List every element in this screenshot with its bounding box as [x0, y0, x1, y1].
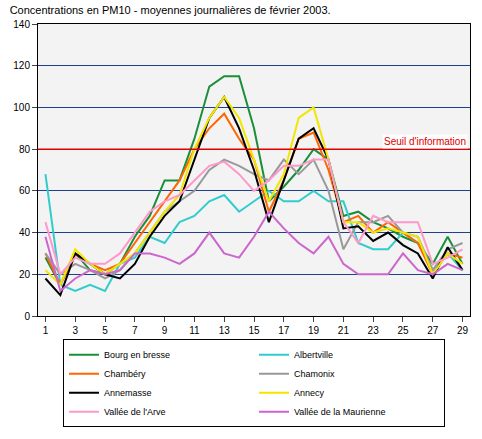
svg-text:3: 3	[72, 325, 78, 336]
svg-text:Annemasse: Annemasse	[104, 388, 152, 398]
svg-text:Seuil d'information: Seuil d'information	[384, 136, 466, 147]
svg-text:Annecy: Annecy	[294, 388, 325, 398]
svg-text:19: 19	[308, 325, 320, 336]
svg-text:25: 25	[397, 325, 409, 336]
svg-text:11: 11	[189, 325, 200, 336]
svg-text:5: 5	[102, 325, 108, 336]
svg-text:21: 21	[338, 325, 350, 336]
svg-text:27: 27	[427, 325, 439, 336]
svg-text:0: 0	[24, 311, 30, 322]
svg-text:1: 1	[43, 325, 49, 336]
svg-text:80: 80	[19, 144, 31, 155]
svg-text:13: 13	[219, 325, 231, 336]
svg-text:Bourg en bresse: Bourg en bresse	[104, 350, 170, 360]
svg-text:29: 29	[457, 325, 469, 336]
svg-text:Vallée de la Maurienne: Vallée de la Maurienne	[294, 407, 385, 417]
svg-text:Vallée de l'Arve: Vallée de l'Arve	[104, 407, 166, 417]
svg-text:Chambéry: Chambéry	[104, 369, 146, 379]
svg-text:23: 23	[368, 325, 380, 336]
svg-text:40: 40	[19, 227, 31, 238]
svg-text:60: 60	[19, 185, 31, 196]
svg-text:100: 100	[13, 102, 30, 113]
svg-text:9: 9	[162, 325, 168, 336]
svg-text:Albertville: Albertville	[294, 350, 333, 360]
svg-text:15: 15	[248, 325, 260, 336]
svg-text:7: 7	[132, 325, 138, 336]
svg-text:Chamonix: Chamonix	[294, 369, 335, 379]
svg-text:140: 140	[13, 19, 30, 30]
svg-text:120: 120	[13, 60, 30, 71]
svg-text:20: 20	[19, 269, 31, 280]
svg-text:17: 17	[278, 325, 290, 336]
svg-text:Concentrations en PM10 - moyen: Concentrations en PM10 - moyennes journa…	[10, 4, 331, 16]
